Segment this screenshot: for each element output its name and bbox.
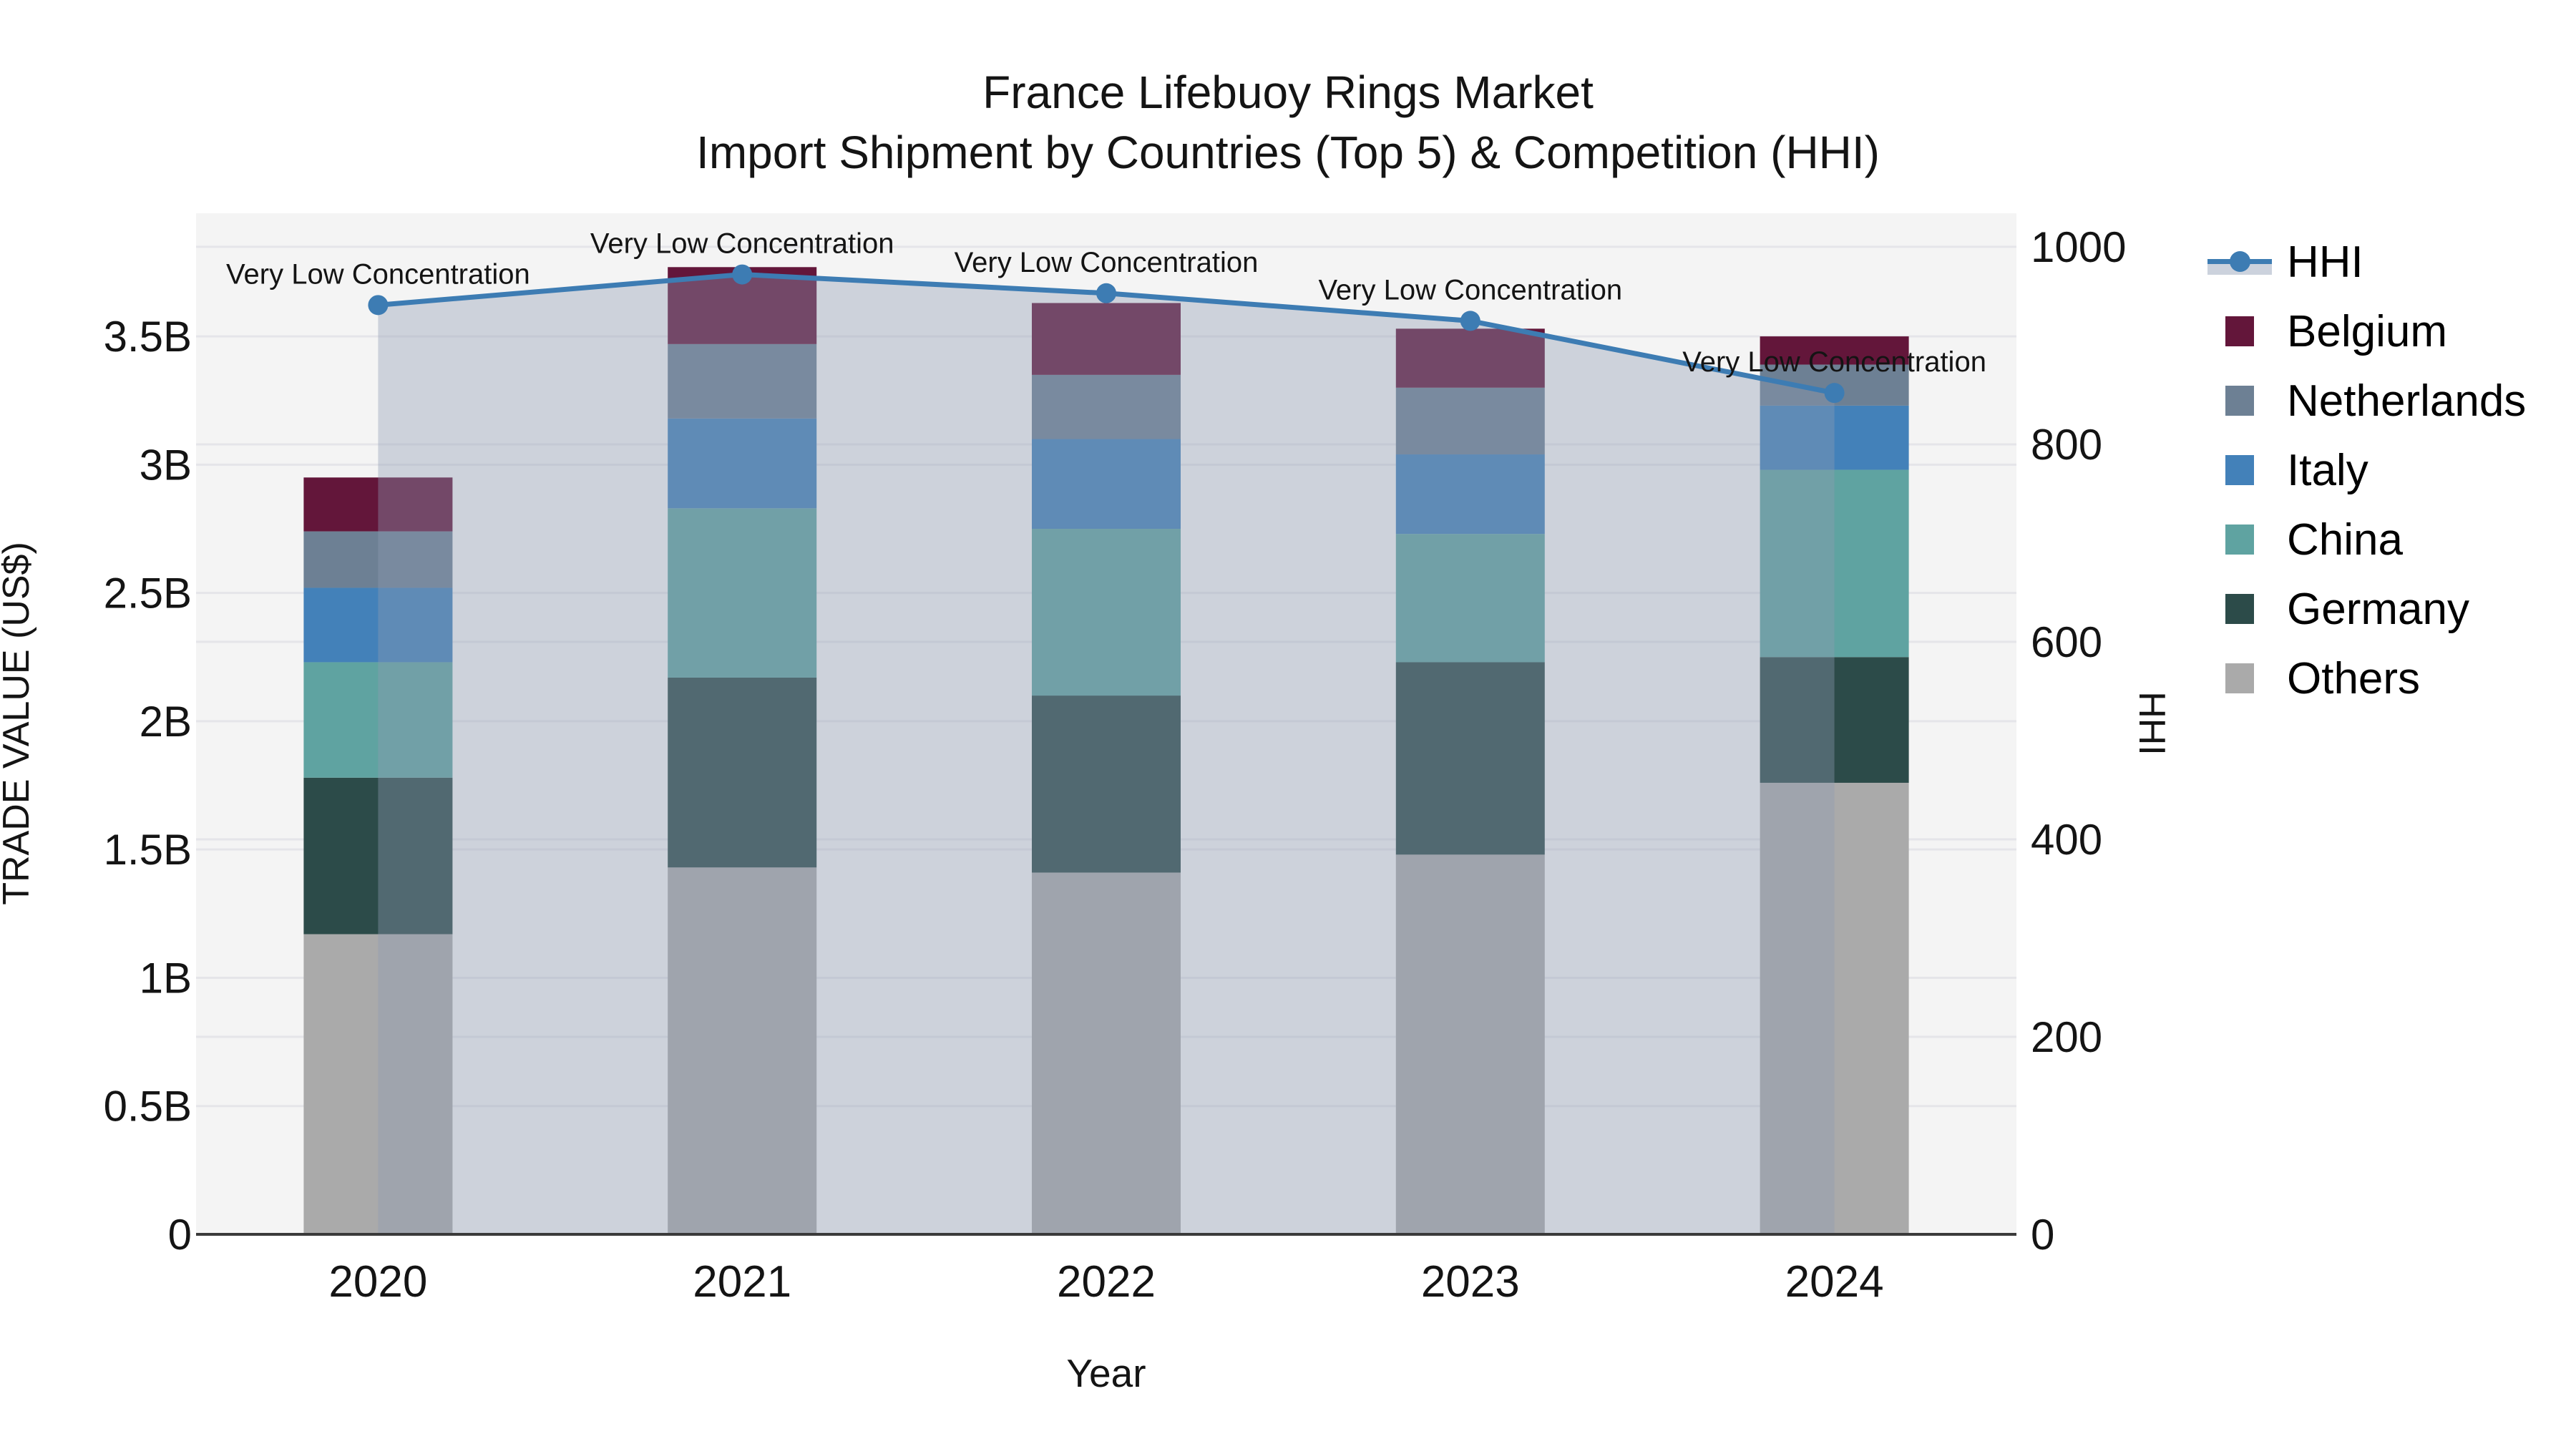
- legend-label-germany: Germany: [2287, 584, 2469, 634]
- bar-segment-china-2020: [303, 662, 453, 778]
- legend-swatch-netherlands: [2225, 386, 2254, 416]
- bar-segment-germany-2022: [1032, 696, 1181, 873]
- legend-swatch-germany: [2225, 594, 2254, 624]
- bar-segment-china-2024: [1760, 469, 1909, 658]
- chart-title: France Lifebuoy Rings Market Import Ship…: [0, 62, 2576, 182]
- chart-title-line2: Import Shipment by Countries (Top 5) & C…: [696, 127, 1880, 178]
- bar-segment-netherlands-2023: [1395, 387, 1545, 455]
- bar-segment-italy-2021: [668, 418, 817, 509]
- bar-segment-belgium-2022: [1032, 303, 1181, 375]
- hhi-marker-2021: [732, 264, 753, 285]
- left-tick-label: 0.5B: [104, 1083, 192, 1131]
- bar-segment-germany-2021: [668, 677, 817, 868]
- annotation-2023: Very Low Concentration: [1318, 274, 1622, 306]
- legend-swatch-italy: [2225, 455, 2254, 485]
- right-tick-label: 400: [2031, 816, 2102, 864]
- legend-item-others: Others: [2207, 654, 2420, 703]
- left-axis-title: TRADE VALUE (US$): [0, 542, 37, 905]
- right-tick-label: 800: [2031, 421, 2102, 469]
- legend-swatch-others: [2225, 663, 2254, 693]
- bar-segment-netherlands-2022: [1032, 374, 1181, 439]
- legend-label-netherlands: Netherlands: [2287, 376, 2527, 426]
- legend-item-belgium: Belgium: [2207, 307, 2447, 356]
- x-tick-label: 2024: [1785, 1257, 1884, 1307]
- legend-label-belgium: Belgium: [2287, 306, 2447, 356]
- legend-label-italy: Italy: [2287, 445, 2368, 495]
- bar-segment-germany-2020: [303, 777, 453, 935]
- legend-item-china: China: [2207, 515, 2403, 565]
- annotation-2024: Very Low Concentration: [1682, 346, 1986, 378]
- bar-segment-china-2022: [1032, 529, 1181, 696]
- left-tick-label: 1.5B: [104, 826, 192, 874]
- bar-segment-others-2023: [1395, 854, 1545, 1234]
- left-tick-label: 1B: [140, 954, 192, 1002]
- legend-swatch-belgium: [2225, 316, 2254, 346]
- bar-segment-others-2021: [668, 867, 817, 1234]
- bar-segment-italy-2020: [303, 587, 453, 663]
- legend-label-others: Others: [2287, 653, 2421, 703]
- bar-segment-china-2021: [668, 508, 817, 678]
- bar-segment-others-2024: [1760, 782, 1909, 1234]
- right-tick-label: 600: [2031, 618, 2102, 666]
- legend-label-china: China: [2287, 514, 2403, 565]
- left-tick-label: 2B: [140, 698, 192, 746]
- right-tick-label: 1000: [2031, 223, 2126, 271]
- x-tick-label: 2022: [1057, 1257, 1156, 1307]
- right-tick-label: 0: [2031, 1211, 2054, 1259]
- annotation-2020: Very Low Concentration: [226, 258, 530, 290]
- x-tick-label: 2023: [1421, 1257, 1520, 1307]
- hhi-marker-2023: [1460, 311, 1480, 331]
- bar-segment-netherlands-2020: [303, 531, 453, 588]
- hhi-marker-2024: [1824, 383, 1845, 404]
- chart-generated-layer: 0 0.5B 1B 1.5B 2B 2.5B 3B 3.5B 0 200 400 600 800 1000…: [104, 213, 2126, 1307]
- x-tick-label: 2021: [693, 1257, 791, 1307]
- bar-segment-china-2023: [1395, 534, 1545, 663]
- hhi-marker-2022: [1096, 283, 1116, 303]
- right-tick-label: 200: [2031, 1013, 2102, 1061]
- legend-item-germany: Germany: [2207, 585, 2469, 634]
- legend-item-netherlands: Netherlands: [2207, 376, 2526, 426]
- annotation-2022: Very Low Concentration: [955, 247, 1259, 278]
- bar-segment-italy-2023: [1395, 454, 1545, 535]
- bar-segment-germany-2023: [1395, 662, 1545, 855]
- left-tick-label: 3B: [140, 441, 192, 489]
- right-axis-title: HHI: [2131, 691, 2172, 756]
- bar-segment-others-2022: [1032, 872, 1181, 1234]
- bar-segment-others-2020: [303, 934, 453, 1234]
- hhi-area-fill: [378, 274, 1835, 1234]
- annotation-2021: Very Low Concentration: [590, 228, 894, 260]
- left-tick-label: 2.5B: [104, 570, 192, 618]
- hhi-line-sample-icon: [2207, 246, 2272, 278]
- bar-segment-belgium-2024: [1760, 336, 1909, 365]
- chart-title-line1: France Lifebuoy Rings Market: [982, 67, 1594, 118]
- bar-segment-italy-2024: [1760, 405, 1909, 470]
- legend-item-hhi: HHI: [2207, 238, 2363, 287]
- x-axis-title: Year: [1066, 1351, 1146, 1395]
- legend-label-hhi: HHI: [2287, 237, 2363, 287]
- left-tick-label: 3.5B: [104, 313, 192, 361]
- x-tick-label: 2020: [328, 1257, 427, 1307]
- bar-segment-germany-2024: [1760, 657, 1909, 783]
- bar-segment-belgium-2023: [1395, 328, 1545, 388]
- bar-segment-netherlands-2021: [668, 343, 817, 419]
- bar-segment-italy-2022: [1032, 439, 1181, 530]
- bar-segment-belgium-2020: [303, 477, 453, 532]
- legend-item-italy: Italy: [2207, 446, 2368, 495]
- legend-swatch-china: [2225, 525, 2254, 555]
- hhi-marker-2020: [368, 295, 389, 316]
- left-tick-label: 0: [168, 1211, 192, 1259]
